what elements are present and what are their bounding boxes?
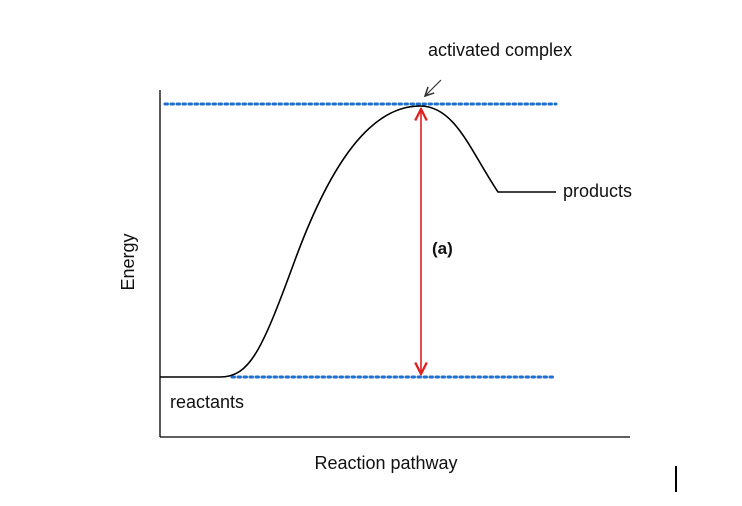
activated-complex-label: activated complex xyxy=(428,40,572,60)
text-cursor xyxy=(675,466,677,492)
reaction-energy-curve xyxy=(160,105,556,378)
x-axis-label: Reaction pathway xyxy=(314,453,457,473)
activated-complex-pointer-arrow xyxy=(425,79,442,96)
y-axis-label: Energy xyxy=(118,233,138,290)
activation-energy-marker: (a) xyxy=(432,239,453,258)
products-label: products xyxy=(563,181,632,201)
reactants-label: reactants xyxy=(170,392,244,412)
